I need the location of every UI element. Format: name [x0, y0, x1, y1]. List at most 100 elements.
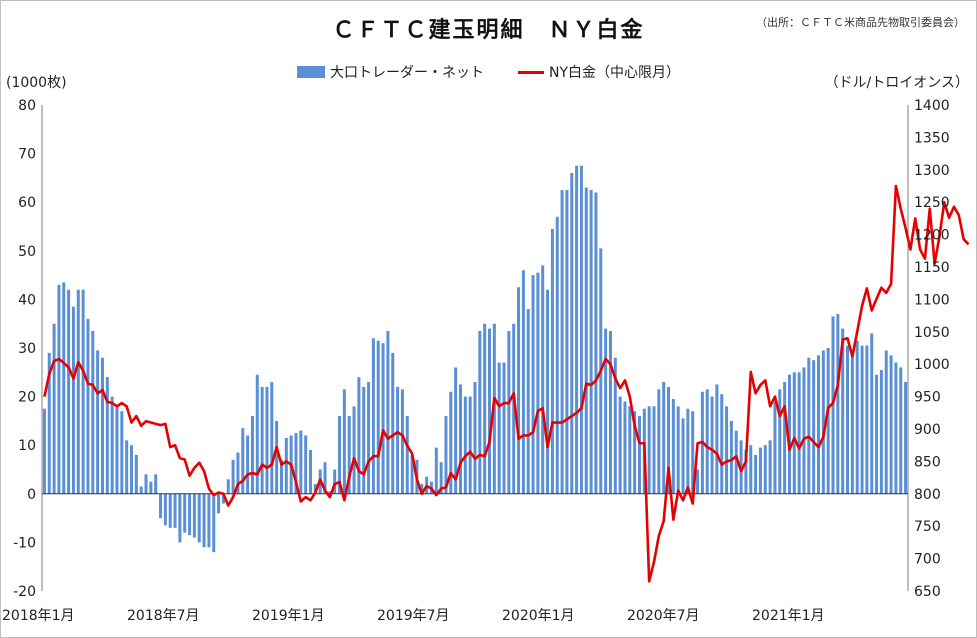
bar-41	[241, 428, 245, 494]
bar-146	[749, 445, 753, 494]
bar-103	[541, 265, 545, 494]
bar-155	[792, 372, 796, 494]
bar-107	[560, 190, 564, 494]
bar-84	[449, 391, 453, 494]
bar-133	[686, 408, 690, 494]
bar-34	[207, 493, 211, 548]
bar-76	[410, 454, 414, 494]
bar-44	[255, 374, 259, 494]
right-tick-3: 800	[914, 487, 941, 503]
bar-31	[192, 493, 196, 538]
left-axis-unit: (1000枚)	[6, 75, 67, 91]
right-axis-unit: （ドル/トロイオンス）	[824, 75, 969, 91]
bar-74	[400, 389, 404, 494]
x-tick-5: 2020年7月	[627, 608, 700, 624]
bar-130	[671, 399, 675, 494]
bar-101	[531, 275, 535, 494]
bar-142	[729, 420, 733, 494]
bar-58	[323, 462, 327, 494]
bar-87	[463, 396, 467, 494]
bar-171	[870, 333, 874, 494]
bar-164	[836, 313, 840, 494]
bar-40	[236, 452, 240, 494]
bar-138	[710, 396, 714, 494]
bar-16	[120, 411, 124, 494]
left-tick-5: 30	[18, 341, 36, 357]
bar-35	[212, 493, 216, 553]
bar-7	[76, 289, 80, 494]
right-tick-6: 950	[914, 390, 941, 406]
bar-20	[139, 486, 143, 494]
left-tick-3: 10	[18, 438, 36, 454]
bar-118	[613, 357, 617, 494]
bar-149	[763, 445, 767, 494]
bar-131	[676, 406, 680, 494]
bar-65	[357, 377, 361, 494]
bar-66	[362, 386, 366, 494]
bar-71	[386, 330, 390, 494]
bar-163	[831, 316, 835, 494]
bar-175	[889, 355, 893, 494]
left-tick-7: 50	[18, 244, 36, 260]
bar-5	[67, 289, 71, 494]
bar-121	[628, 406, 632, 494]
bar-4	[62, 282, 66, 494]
bar-36	[217, 493, 221, 514]
bar-96	[507, 330, 511, 494]
price-line	[43, 184, 970, 583]
bar-37	[221, 493, 225, 504]
right-tick-10: 1150	[914, 260, 950, 276]
bar-59	[328, 491, 332, 494]
x-tick-0: 2018年1月	[2, 608, 75, 624]
bar-19	[134, 454, 138, 494]
bar-154	[787, 374, 791, 494]
bar-6	[71, 306, 75, 494]
bar-62	[342, 389, 346, 494]
bar-153	[783, 382, 787, 494]
bar-137	[705, 389, 709, 494]
bar-97	[512, 323, 516, 494]
right-tick-14: 1350	[914, 130, 950, 146]
legend-line-label: NY白金（中心限月）	[548, 65, 681, 81]
bar-90	[478, 330, 482, 494]
bar-123	[637, 416, 641, 494]
bar-108	[565, 190, 569, 494]
bar-11	[96, 350, 100, 494]
bar-83	[444, 416, 448, 494]
bar-106	[555, 216, 559, 494]
bar-135	[696, 469, 700, 494]
bar-47	[270, 382, 274, 494]
bar-81	[434, 447, 438, 494]
x-tick-1: 2018年7月	[127, 608, 200, 624]
bar-12	[100, 357, 104, 494]
bar-73	[396, 386, 400, 494]
bar-116	[604, 328, 608, 494]
left-tick-0: -20	[13, 584, 36, 600]
right-tick-2: 750	[914, 519, 941, 535]
bar-117	[608, 330, 612, 494]
bar-17	[125, 440, 129, 494]
bar-32	[197, 493, 201, 543]
bar-100	[526, 309, 530, 494]
bar-94	[497, 362, 501, 494]
right-tick-1: 700	[914, 552, 941, 568]
source-note: （出所：ＣＦＴＣ米商品先物取引委員会）	[756, 16, 965, 29]
right-tick-8: 1050	[914, 325, 950, 341]
bar-33	[202, 493, 206, 548]
right-tick-13: 1300	[914, 163, 950, 179]
legend-item-bar: 大口トレーダー・ネット	[296, 62, 484, 82]
bar-173	[879, 369, 883, 494]
bar-70	[381, 343, 385, 494]
legend-bar-swatch	[296, 66, 325, 78]
bar-30	[188, 493, 192, 536]
x-tick-2: 2019年1月	[252, 608, 325, 624]
bar-69	[376, 340, 380, 494]
bar-122	[633, 411, 637, 494]
bar-1	[47, 352, 51, 494]
x-tick-3: 2019年7月	[377, 608, 450, 624]
bar-176	[894, 362, 898, 494]
bar-132	[681, 418, 685, 494]
bar-158	[807, 357, 811, 494]
right-tick-12: 1250	[914, 195, 950, 211]
